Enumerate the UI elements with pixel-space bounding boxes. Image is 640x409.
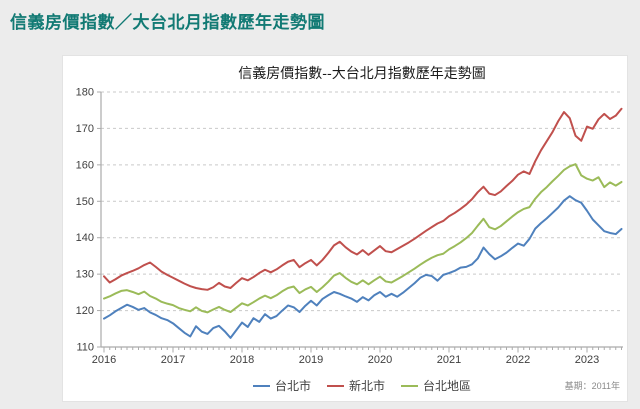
legend-item-2: 台北地區	[401, 377, 471, 394]
y-tick-label: 170	[76, 123, 94, 135]
y-tick-label: 110	[76, 342, 94, 354]
legend-swatch-0	[252, 384, 270, 387]
base-period-note: 基期：2011年	[564, 381, 620, 391]
x-tick-label: 2023	[575, 354, 599, 366]
y-tick-label: 160	[76, 159, 94, 171]
series-line-1	[103, 107, 623, 291]
legend-label-1: 新北市	[348, 379, 385, 393]
x-tick-label: 2019	[299, 354, 323, 366]
x-tick-label: 2021	[437, 354, 461, 366]
legend-swatch-1	[326, 384, 344, 387]
legend-swatch-2	[401, 384, 418, 387]
legend-item-1: 新北市	[326, 377, 385, 394]
x-tick-label: 2017	[161, 354, 185, 366]
legend-label-0: 台北市	[274, 379, 311, 393]
x-tick-label: 2016	[92, 354, 116, 366]
y-tick-label: 150	[76, 196, 94, 208]
x-tick-label: 2022	[506, 354, 530, 366]
chart-legend: 台北市 新北市 台北地區	[101, 377, 623, 394]
series-line-2	[103, 163, 623, 314]
page-title: 信義房價指數／大台北月指數歷年走勢圖	[10, 13, 325, 32]
y-tick-label: 180	[76, 87, 94, 99]
chart-card: 信義房價指數--大台北月指數歷年走勢圖 110 120 130 140 150 160 17…	[62, 55, 628, 402]
y-tick-label: 140	[76, 232, 94, 244]
legend-label-2: 台北地區	[423, 379, 472, 393]
chart-svg: 110 120 130 140 150 160 170 180 2016 2017 2018 2019…	[76, 87, 623, 366]
y-tick-label: 130	[76, 269, 94, 281]
series-line-0	[103, 195, 623, 339]
x-tick-label: 2018	[230, 354, 254, 366]
chart-title: 信義房價指數--大台北月指數歷年走勢圖	[238, 66, 486, 82]
x-tick-label: 2020	[368, 354, 392, 366]
y-tick-label: 120	[76, 305, 94, 317]
legend-item-0: 台北市	[252, 377, 311, 394]
